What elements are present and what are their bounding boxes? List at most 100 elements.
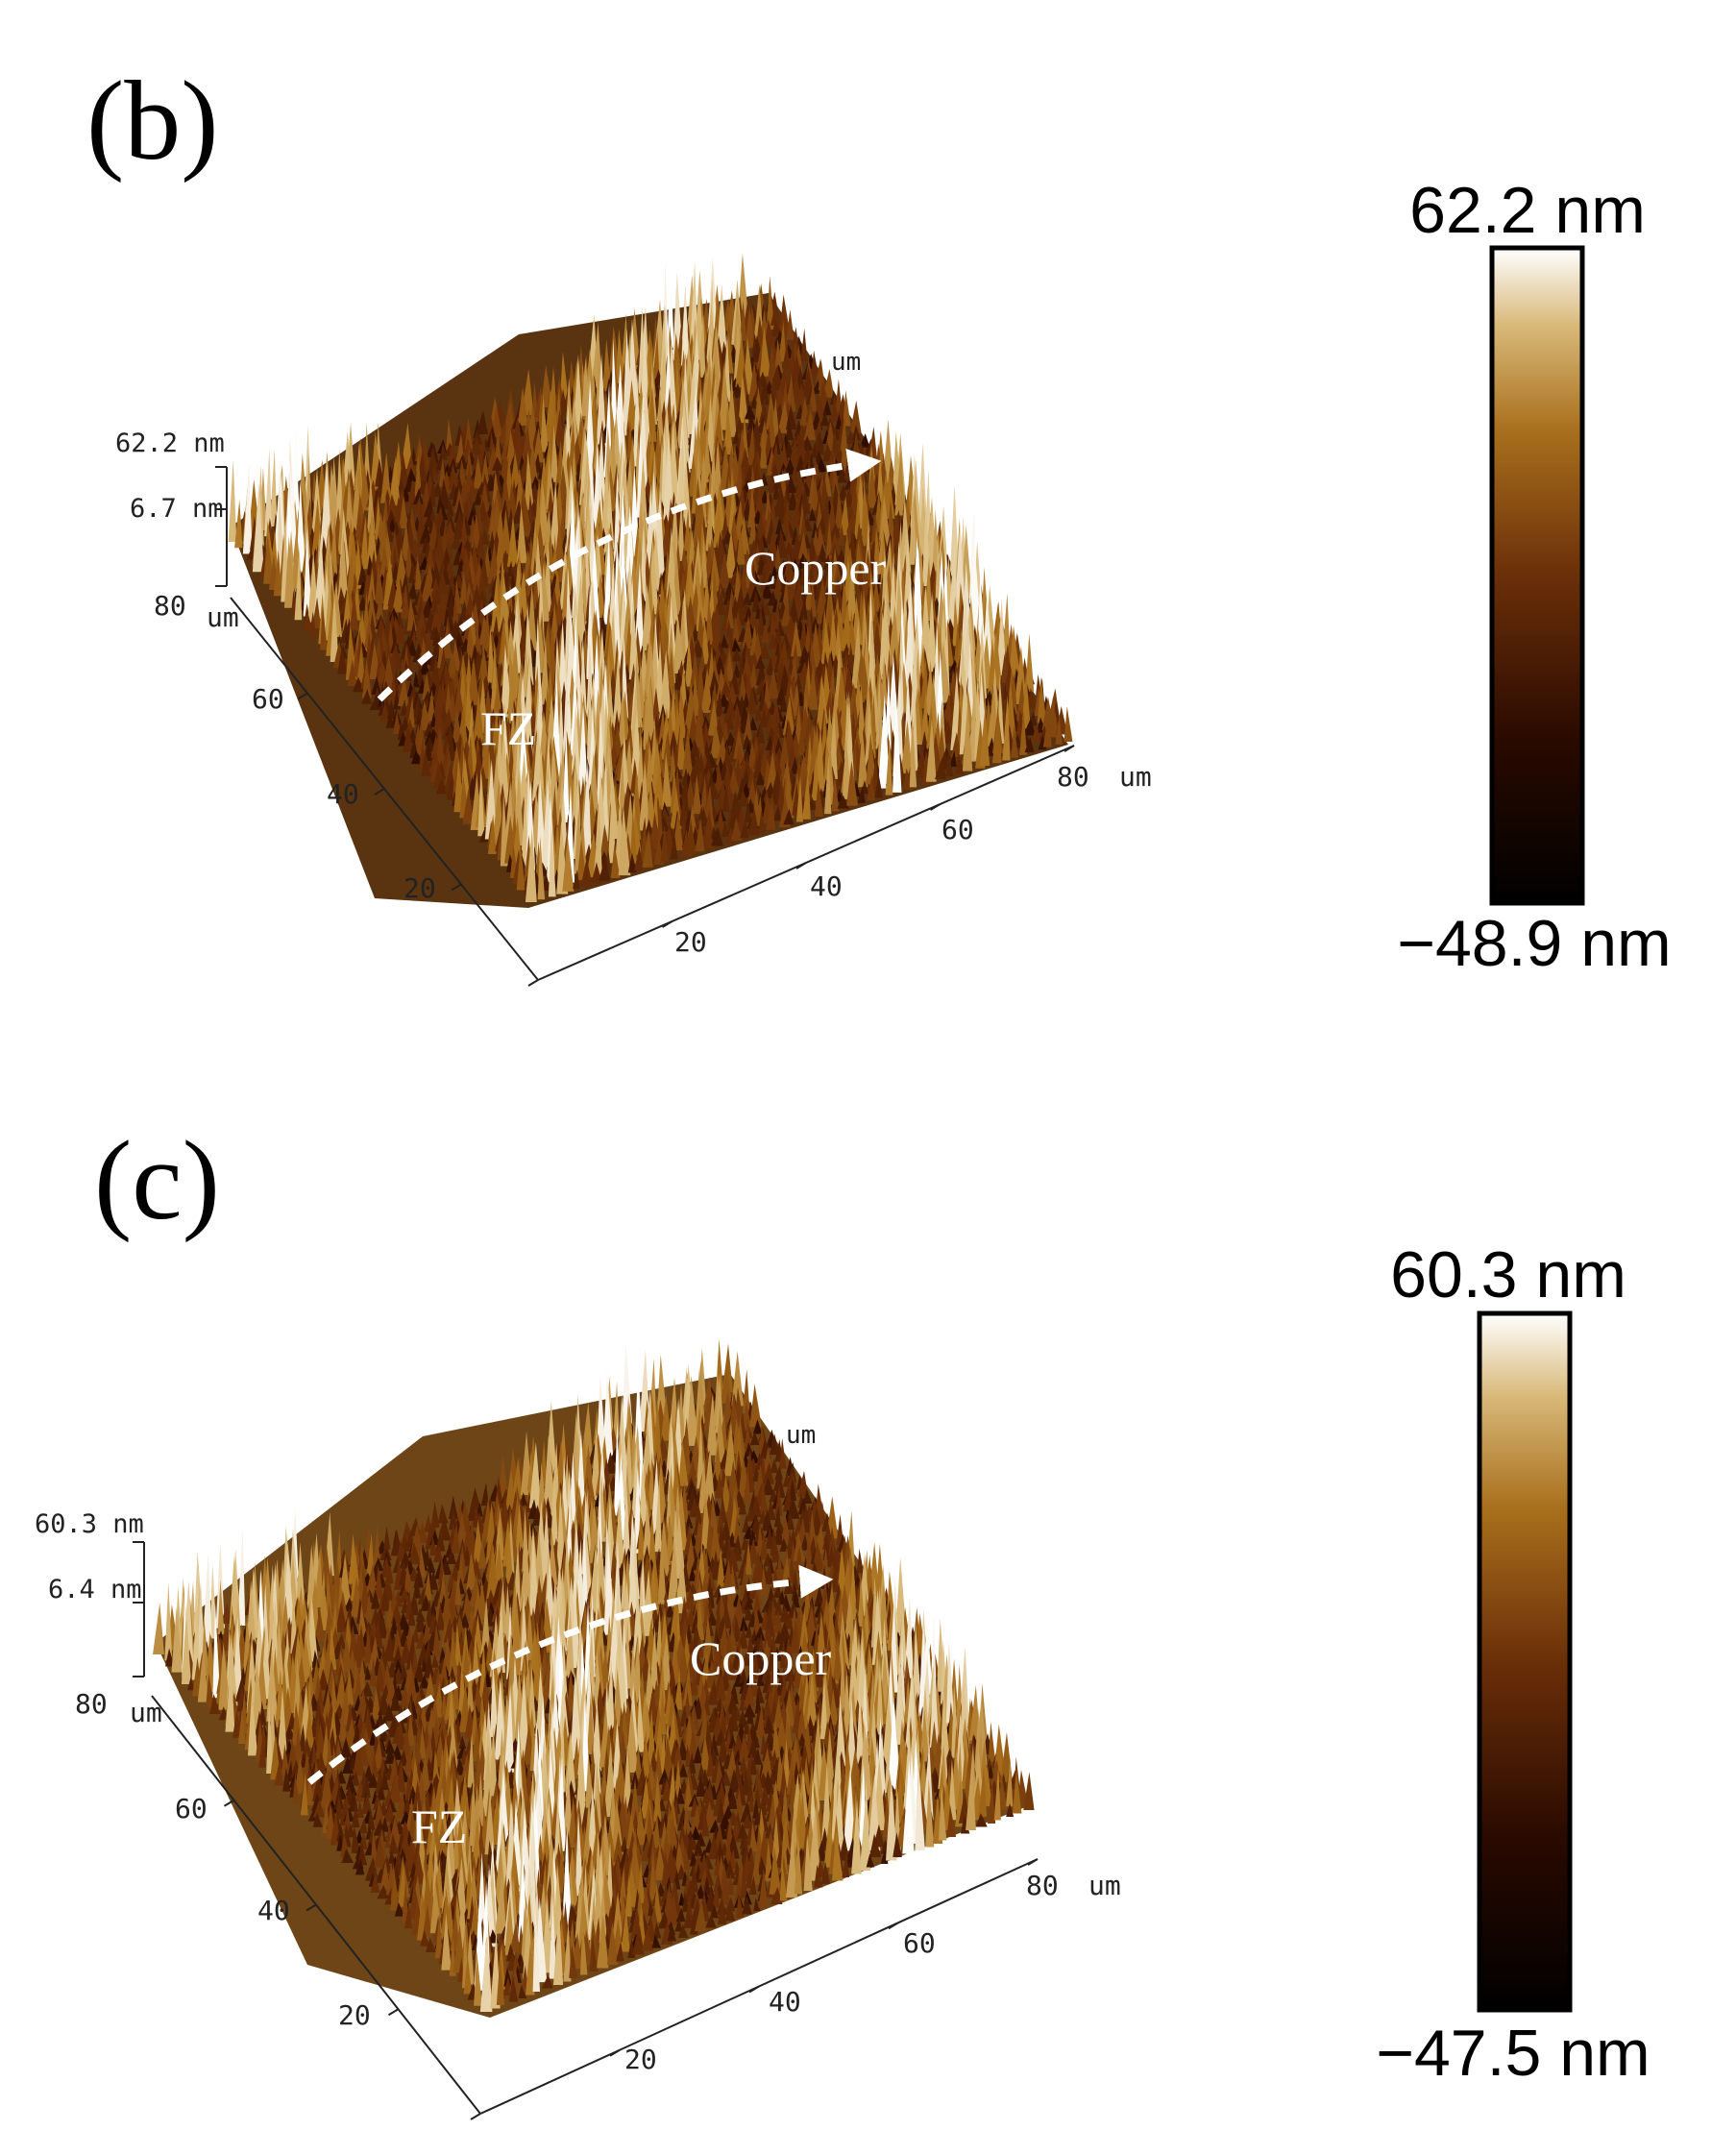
surface-peak: [440, 1519, 452, 1541]
surface-peak: [1023, 718, 1036, 736]
surface-peak: [830, 394, 839, 423]
surface-peak: [414, 454, 423, 499]
surface-peak: [742, 1513, 749, 1532]
surface-peak: [354, 1630, 366, 1668]
surface-peak: [742, 591, 752, 605]
surface-peak: [548, 823, 556, 897]
surface-peak: [759, 426, 768, 469]
surface-peak: [732, 429, 740, 445]
surface-peak: [419, 699, 432, 731]
surface-peak: [387, 698, 397, 720]
surface-peak: [364, 1626, 373, 1664]
surface-peak: [605, 1452, 618, 1474]
surface-peak: [446, 593, 455, 618]
surface-peak: [647, 773, 656, 828]
surface-peak: [894, 449, 906, 516]
x-tick-label: 60: [941, 814, 974, 845]
surface-peak: [786, 309, 795, 340]
surface-peak: [704, 739, 712, 762]
surface-peak: [331, 1555, 343, 1600]
surface-peak: [388, 606, 400, 623]
surface-peak: [961, 525, 972, 599]
surface-peak: [462, 537, 474, 552]
surface-peak: [246, 1580, 257, 1649]
surface-peak: [774, 338, 784, 373]
surface-peak: [709, 549, 721, 592]
surface-peak: [675, 432, 687, 511]
surface-peak: [259, 1701, 267, 1726]
surface-peak: [556, 1488, 566, 1570]
surface-peak: [476, 410, 488, 434]
surface-peak: [647, 1451, 655, 1510]
surface-peak: [726, 710, 734, 730]
surface-peak: [714, 1471, 723, 1499]
surface-peak: [414, 555, 423, 590]
surface-peak: [171, 1606, 183, 1673]
surface-peak: [827, 498, 837, 532]
surface-peak: [745, 404, 756, 420]
surface-peak: [418, 660, 430, 675]
surface-peak: [767, 590, 778, 606]
surface-peak: [766, 572, 777, 589]
surface-peak: [767, 666, 779, 699]
surface-peak: [757, 721, 766, 745]
surface-peak: [774, 1465, 783, 1481]
surface-peak: [736, 524, 746, 565]
axis-tick: [297, 692, 308, 700]
surface-peak: [546, 455, 555, 510]
surface-peak: [1042, 712, 1052, 747]
surface-peak: [744, 1467, 751, 1504]
colorbar-max-label: 62.2 nm: [1409, 174, 1646, 247]
surface-peak: [511, 1457, 524, 1500]
axis-ticks: [297, 692, 1075, 987]
surface-peak: [949, 484, 960, 577]
surface-peak: [394, 1658, 403, 1675]
axis-tick: [661, 920, 673, 928]
surface-peak: [291, 1701, 303, 1746]
copper-label: Copper: [745, 541, 887, 595]
surface-peak: [766, 276, 775, 330]
surface-peak: [311, 1650, 320, 1668]
surface-peak: [412, 1575, 421, 1599]
surface-peak: [760, 489, 769, 503]
axis-tick-labels: 80 um 60 40 20 20 40 60 80 um um: [154, 348, 1152, 958]
surface-peak: [428, 1601, 438, 1618]
surface-peak: [917, 442, 928, 534]
surface-peak: [375, 1660, 386, 1693]
surface-peak: [849, 529, 857, 560]
surface-peak: [1002, 695, 1011, 761]
surface-peak: [622, 1482, 631, 1558]
surface-peak: [829, 522, 841, 539]
surface-peak: [440, 524, 448, 553]
surface-peak: [474, 490, 483, 505]
surface-peak: [800, 328, 808, 362]
surface-peak: [759, 326, 771, 377]
surface-peak: [780, 468, 788, 497]
surface-peak: [877, 694, 891, 789]
surface-peak: [1002, 593, 1011, 656]
axis-tick: [795, 862, 807, 869]
surface-peak: [706, 1391, 718, 1456]
surface-peak: [732, 560, 742, 575]
surface-peak: [725, 649, 734, 681]
surface-peak: [745, 1419, 752, 1450]
surface-peak: [790, 656, 798, 683]
surface-peak: [678, 1439, 689, 1486]
surface-peak: [473, 693, 484, 743]
surface-peak: [736, 583, 746, 609]
surface-peak: [477, 540, 485, 565]
surface-peak: [451, 1521, 460, 1554]
surface-peak: [540, 636, 550, 705]
surface-peak: [314, 1606, 326, 1641]
surface-peak: [688, 1497, 700, 1518]
surface-peak: [1019, 710, 1027, 755]
surface-peak: [501, 469, 511, 511]
surface-peak: [466, 1552, 477, 1590]
surface-peak: [715, 1373, 724, 1433]
surface-peak: [739, 789, 749, 807]
surface-peak: [436, 1605, 446, 1630]
surface-peak: [950, 731, 962, 758]
surface-peak: [548, 586, 560, 619]
surface-peak: [414, 1609, 426, 1632]
surface-peak: [301, 1737, 312, 1758]
